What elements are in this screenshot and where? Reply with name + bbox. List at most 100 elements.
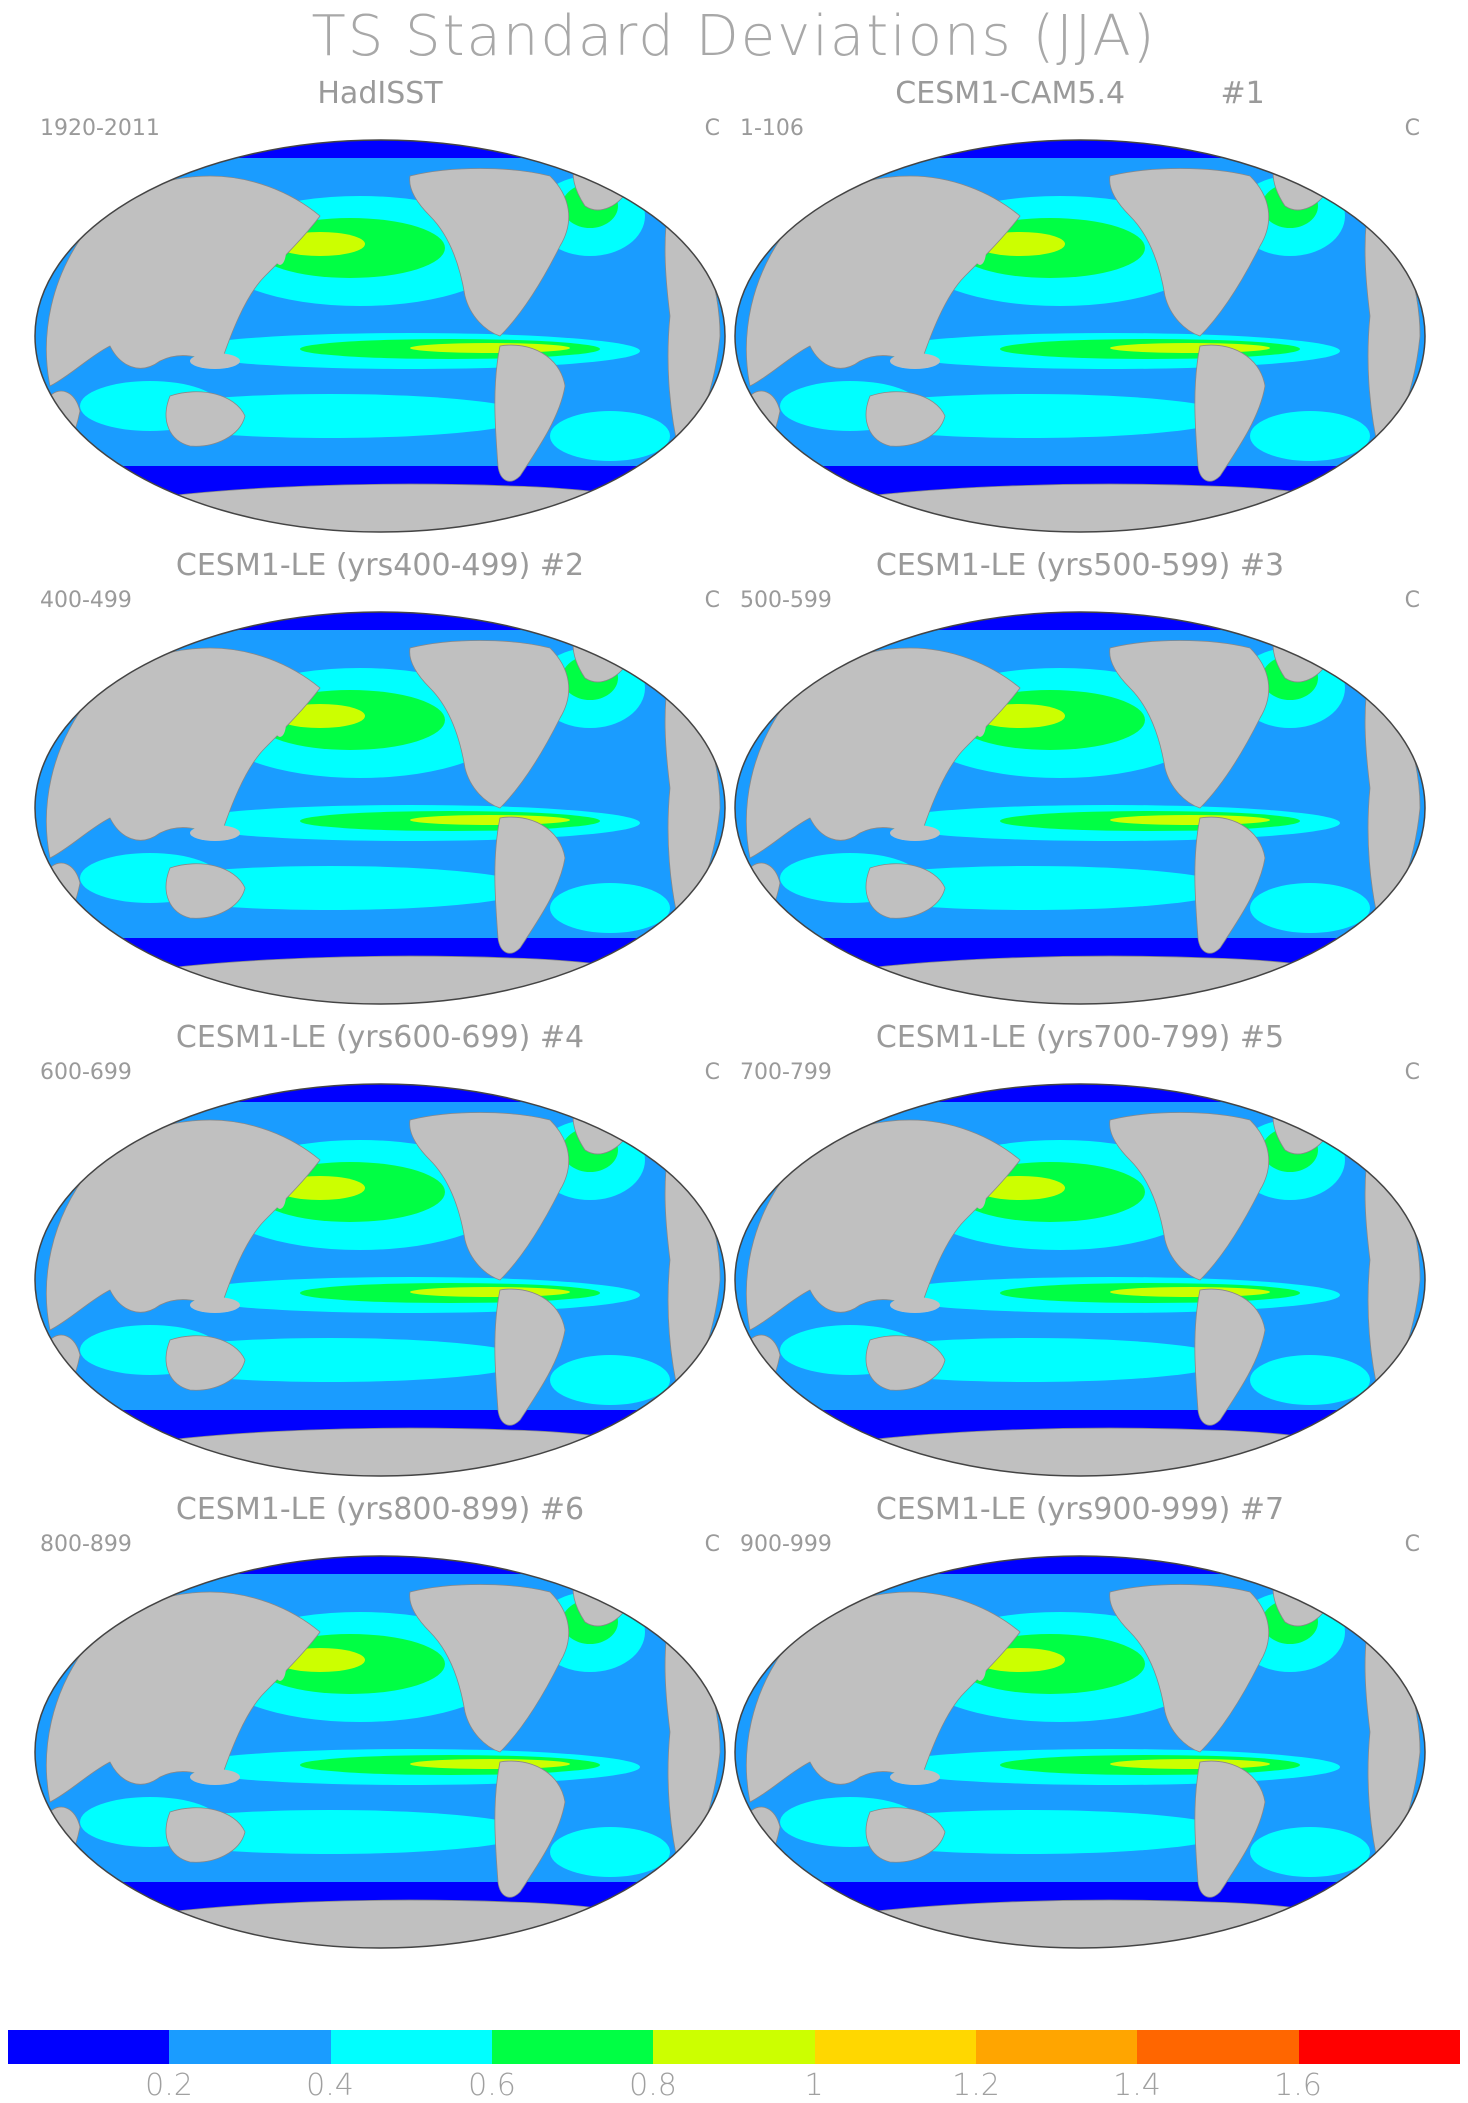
tropical-pacific-peak: [1110, 815, 1270, 825]
antarctica: [129, 1899, 682, 1948]
panel-title: CESM1-LE (yrs800-899) #6: [175, 1492, 585, 1527]
colorbar-tick: 1.2: [952, 2068, 1000, 2103]
world-map: [734, 611, 1426, 1005]
colorbar-segment: [1298, 2030, 1460, 2064]
map-panel-2: CESM1-CAM5.4 #1 1-106 C: [730, 76, 1430, 546]
australia: [165, 1807, 246, 1863]
japan: [274, 709, 286, 737]
south-atlantic-band: [550, 411, 670, 461]
indonesia: [890, 1769, 940, 1785]
antarctica: [129, 483, 682, 532]
colorbar-ticks: 0.2 0.4 0.6 0.8 1 1.2 1.4 1.6: [0, 2068, 1468, 2103]
north-america: [409, 1584, 570, 1753]
tropical-pacific-peak: [1110, 343, 1270, 353]
europe-africa-east-edge: [1364, 195, 1421, 457]
panel-unit: C: [704, 1060, 720, 1085]
map-outline: [734, 1083, 1426, 1477]
panel-period: 400-499: [40, 588, 132, 613]
panel-period: 500-599: [740, 588, 832, 613]
japan: [974, 1653, 986, 1681]
map-panel-7: CESM1-LE (yrs800-899) #6 800-899 C: [30, 1492, 730, 1962]
panel-period: 900-999: [740, 1532, 832, 1557]
panel-title: CESM1-LE (yrs500-599) #3: [875, 548, 1285, 583]
figure-title: TS Standard Deviations (JJA): [311, 4, 1157, 69]
south-atlantic-band: [550, 1355, 670, 1405]
indonesia: [890, 353, 940, 369]
panel-period: 600-699: [40, 1060, 132, 1085]
south-america: [1194, 1760, 1266, 1898]
map-panel-5: CESM1-LE (yrs600-699) #4 600-699 C: [30, 1020, 730, 1490]
japan: [974, 709, 986, 737]
map-outline: [734, 1555, 1426, 1949]
south-atlantic-band: [550, 883, 670, 933]
south-america: [494, 1288, 566, 1426]
australia: [165, 391, 246, 447]
world-map: [34, 139, 726, 533]
colorbar-segment: [814, 2030, 976, 2064]
europe-africa-east-edge: [1364, 1611, 1421, 1873]
map-panel-8: CESM1-LE (yrs900-999) #7 900-999 C: [730, 1492, 1430, 1962]
colorbar-tick: 0.6: [468, 2068, 516, 2103]
indonesia: [190, 1297, 240, 1313]
south-america: [494, 344, 566, 482]
panel-title: CESM1-LE (yrs600-699) #4: [175, 1020, 585, 1055]
colorbar-segment: [169, 2030, 331, 2064]
colorbar-tick: 0.8: [629, 2068, 677, 2103]
tropical-pacific-peak: [1110, 1759, 1270, 1769]
north-america: [1109, 1112, 1270, 1281]
indonesia: [190, 353, 240, 369]
antarctica: [829, 483, 1382, 532]
world-map: [34, 1083, 726, 1477]
tropical-pacific-peak: [410, 1759, 570, 1769]
north-america: [409, 1112, 570, 1281]
south-america: [494, 1760, 566, 1898]
europe-africa-east-edge: [664, 1139, 721, 1401]
indonesia: [190, 825, 240, 841]
south-atlantic-band: [1250, 411, 1370, 461]
colorbar-segment: [8, 2030, 170, 2064]
antarctica: [829, 1899, 1382, 1948]
australia: [165, 1335, 246, 1391]
tropical-pacific-peak: [410, 1287, 570, 1297]
australia: [865, 1807, 946, 1863]
antarctica: [129, 1427, 682, 1476]
panel-unit: C: [1404, 1532, 1420, 1557]
map-panel-3: CESM1-LE (yrs400-499) #2 400-499 C: [30, 548, 730, 1018]
panel-period: 800-899: [40, 1532, 132, 1557]
south-america: [1194, 1288, 1266, 1426]
south-atlantic-band: [550, 1827, 670, 1877]
north-america: [409, 168, 570, 337]
map-outline: [34, 611, 726, 1005]
panel-title: HadISST: [317, 76, 443, 111]
map-outline: [34, 1555, 726, 1949]
colorbar-tick: 1.4: [1113, 2068, 1161, 2103]
colorbar-segment: [491, 2030, 654, 2064]
south-atlantic-band: [1250, 1827, 1370, 1877]
panel-unit: C: [1404, 116, 1420, 141]
japan: [274, 1181, 286, 1209]
japan: [274, 1653, 286, 1681]
australia: [865, 391, 946, 447]
australia: [865, 863, 946, 919]
world-map: [734, 1555, 1426, 1949]
japan: [974, 237, 986, 265]
map-outline: [34, 139, 726, 533]
antarctica: [129, 955, 682, 1004]
map-outline: [34, 1083, 726, 1477]
panel-unit: C: [704, 1532, 720, 1557]
map-outline: [734, 611, 1426, 1005]
japan: [974, 1181, 986, 1209]
europe-africa-east-edge: [664, 1611, 721, 1873]
australia: [165, 863, 246, 919]
south-america: [1194, 816, 1266, 954]
map-outline: [734, 139, 1426, 533]
colorbar-segment: [1137, 2030, 1299, 2064]
panel-title: CESM1-CAM5.4 #1: [895, 76, 1265, 111]
japan: [274, 237, 286, 265]
south-america: [494, 816, 566, 954]
map-panel-1: HadISST 1920-2011 C: [30, 76, 730, 546]
panel-unit: C: [1404, 1060, 1420, 1085]
panel-period: 700-799: [740, 1060, 832, 1085]
europe-africa-east-edge: [664, 195, 721, 457]
antarctica: [829, 1427, 1382, 1476]
